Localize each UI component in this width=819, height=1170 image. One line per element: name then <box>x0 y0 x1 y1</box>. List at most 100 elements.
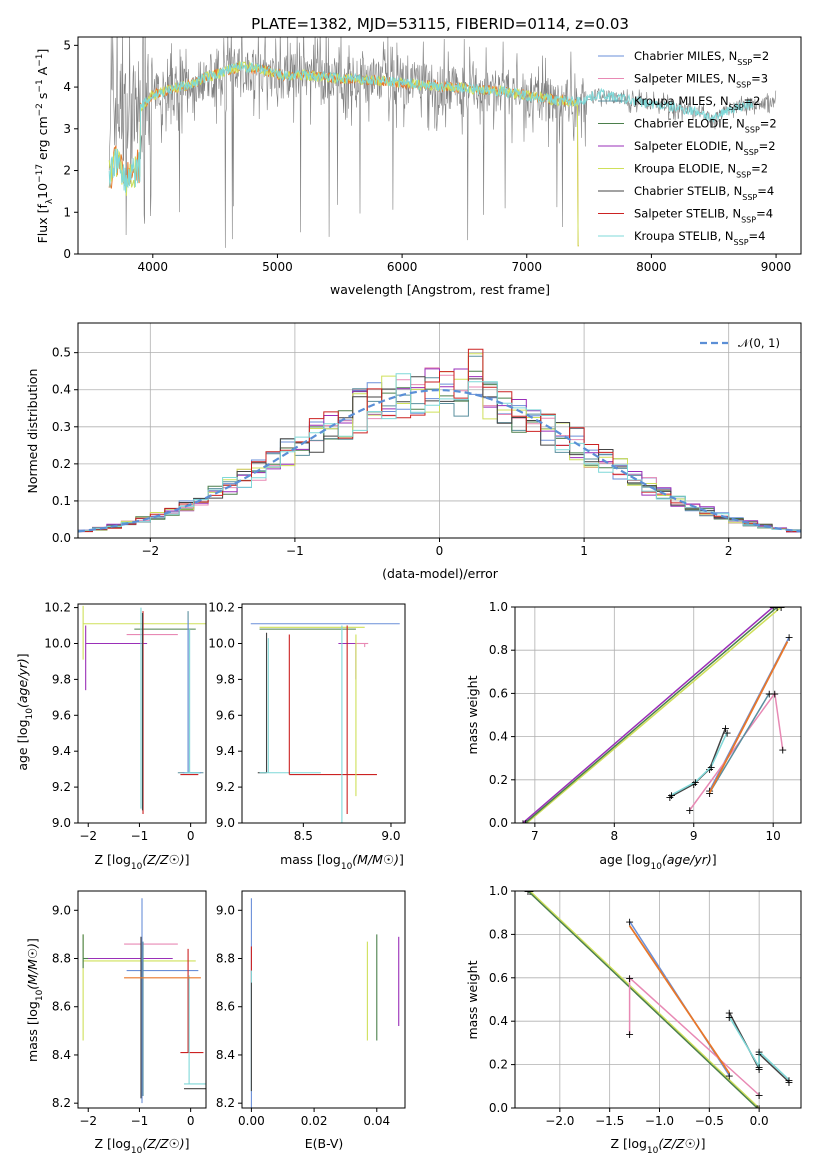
label-part: 10 <box>35 989 45 1001</box>
legend-text: Chabrier STELIB, N <box>634 184 742 198</box>
legend-text: =4 <box>757 184 774 198</box>
mass-weight-marker: + <box>685 804 694 817</box>
mass-weight-marker: + <box>691 776 700 789</box>
y-axis-label: age [log10(age/yr)] <box>15 653 35 770</box>
legend-subscript: SSP <box>734 238 749 247</box>
y-axis-label: Flux [fλ10−17 erg cm−2 s−1 A−1] <box>35 49 55 244</box>
y-tick-label: 0.3 <box>52 420 71 434</box>
mass-weight-marker: + <box>784 1074 793 1087</box>
y-tick-label: 9.0 <box>52 903 71 917</box>
mass-weight-marker: + <box>755 1061 764 1074</box>
spectrum-panel: 4000 5000 6000 7000 8000 9000 0 1 2 3 4 5 wavelength… <box>35 36 802 297</box>
x-tick-label: 7 <box>531 829 539 843</box>
plot-area <box>108 37 777 248</box>
y-tick-label: 5 <box>63 38 71 52</box>
label-part: (M/M☉) <box>352 852 399 867</box>
label-part: Z [log <box>610 1136 646 1151</box>
x-tick-label: 0.02 <box>301 1114 328 1128</box>
y-tick-label: 9.4 <box>52 744 71 758</box>
x-axis-label: Z [log10(Z/Z☉)] <box>94 852 189 872</box>
mass-weight-marker: + <box>667 789 676 802</box>
y-tick-label: 10.2 <box>44 601 71 615</box>
x-tick-label: 5000 <box>262 260 293 274</box>
x-tick-label: 10 <box>766 829 781 843</box>
mass-weight-line <box>628 925 730 1074</box>
mass-weight-marker: + <box>784 1076 793 1089</box>
y-tick-label: 4 <box>63 80 71 94</box>
legend-text: =4 <box>756 207 773 221</box>
label-part: (age/yr) <box>15 658 30 708</box>
plot-area <box>250 623 400 823</box>
y-tick-label: 9.8 <box>52 672 71 686</box>
y-tick-label: 8.2 <box>216 1096 235 1110</box>
x-axis-label: (data-model)/error <box>382 566 499 581</box>
legend-text: Salpeter STELIB, N <box>634 207 741 221</box>
mass-weight-marker: + <box>721 722 730 735</box>
y-tick-label: 8.6 <box>216 1000 235 1014</box>
mass-weight-marker: + <box>705 787 714 800</box>
legend-text: =4 <box>749 229 766 243</box>
axes-frame <box>514 890 802 1109</box>
label-part: 10 <box>131 862 143 872</box>
plot-area <box>78 348 801 533</box>
legend-text: =2 <box>751 162 768 176</box>
y-tick-label: 1.0 <box>489 600 508 614</box>
legend-text: Kroupa STELIB, N <box>634 229 734 243</box>
mass-vs-z-panel: −2 −1 08.28.48.68.89.0Z [log10(Z/Z☉)]mass … <box>25 890 207 1156</box>
y-tick-label: 9.6 <box>52 708 71 722</box>
mass-weight-marker: + <box>525 885 534 898</box>
legend-subscript: SSP <box>745 125 760 134</box>
mass-weight-marker: + <box>773 601 782 614</box>
y-tick-label: 9.0 <box>216 903 235 917</box>
residuals-panel: −2 −1 0 1 2 0.0 0.1 0.2 0.3 0.4 0.5 (data-model)/er… <box>25 322 802 581</box>
label-part: −2 <box>35 103 45 116</box>
y-tick-label: 0.8 <box>489 643 508 657</box>
plot-area <box>82 898 206 1104</box>
y-tick-label: 10.0 <box>44 636 71 650</box>
label-part: erg cm <box>35 116 50 164</box>
x-tick-label: 2 <box>725 544 733 558</box>
label-part: age [log <box>15 719 30 770</box>
x-tick-label: −1 <box>286 544 304 558</box>
legend-text: =3 <box>751 72 768 86</box>
label-part: 10 <box>25 708 35 720</box>
legend-label: Salpeter STELIB, NSSP=4 <box>634 207 773 225</box>
mass-weight-line <box>529 891 760 1108</box>
label-part: (M/M☉) <box>25 943 40 990</box>
label-part: ] <box>185 1136 190 1151</box>
x-axis-label: age [log10(age/yr)] <box>599 852 716 872</box>
y-tick-label: 0.5 <box>52 346 71 360</box>
mass-weight-marker: + <box>778 744 787 757</box>
mass-weight-marker: + <box>523 885 532 898</box>
weight-vs-age-panel: +++++++++++++++++++++7 8 9 10 0.0 0.2 0.4 0.6 0.… <box>465 600 802 872</box>
residual-histogram <box>78 348 801 533</box>
mass-weight-line <box>689 691 784 811</box>
mass-weight-marker: + <box>689 778 698 791</box>
mass-weight-marker: + <box>753 1102 762 1115</box>
label-part: ] <box>185 852 190 867</box>
y-tick-label: 0.2 <box>489 1058 508 1072</box>
label-part: ] <box>35 49 50 54</box>
y-tick-label: 0.6 <box>489 971 508 985</box>
y-tick-label: 0.2 <box>52 457 71 471</box>
legend-text: =2 <box>744 94 761 108</box>
y-tick-label: 1.0 <box>489 884 508 898</box>
y-tick-label: 10.0 <box>208 636 235 650</box>
mass-weight-marker: + <box>723 726 732 739</box>
mass-weight-marker: + <box>725 1007 734 1020</box>
mass-weight-marker: + <box>755 1089 764 1102</box>
plot-area <box>250 898 400 1108</box>
mass-weight-marker: + <box>707 761 716 774</box>
y-tick-label: 8.4 <box>216 1048 235 1062</box>
x-axis-label: Z [log10(Z/Z☉)] <box>94 1136 189 1156</box>
label-part: ] <box>399 852 404 867</box>
y-tick-label: 0.4 <box>489 1014 508 1028</box>
mass-weight-line <box>628 976 760 1096</box>
y-tick-label: 10.2 <box>208 601 235 615</box>
label-part: λ <box>45 198 55 204</box>
legend-subscript: SSP <box>736 80 751 89</box>
label-part: ] <box>25 938 40 943</box>
y-tick-label: 8.2 <box>52 1096 71 1110</box>
mass-vs-ebv-panel: 0.00 0.02 0.04 8.2 8.4 8.6 8.8 9.0 E(B-V) <box>216 890 406 1151</box>
model-spectrum-line <box>108 61 754 193</box>
